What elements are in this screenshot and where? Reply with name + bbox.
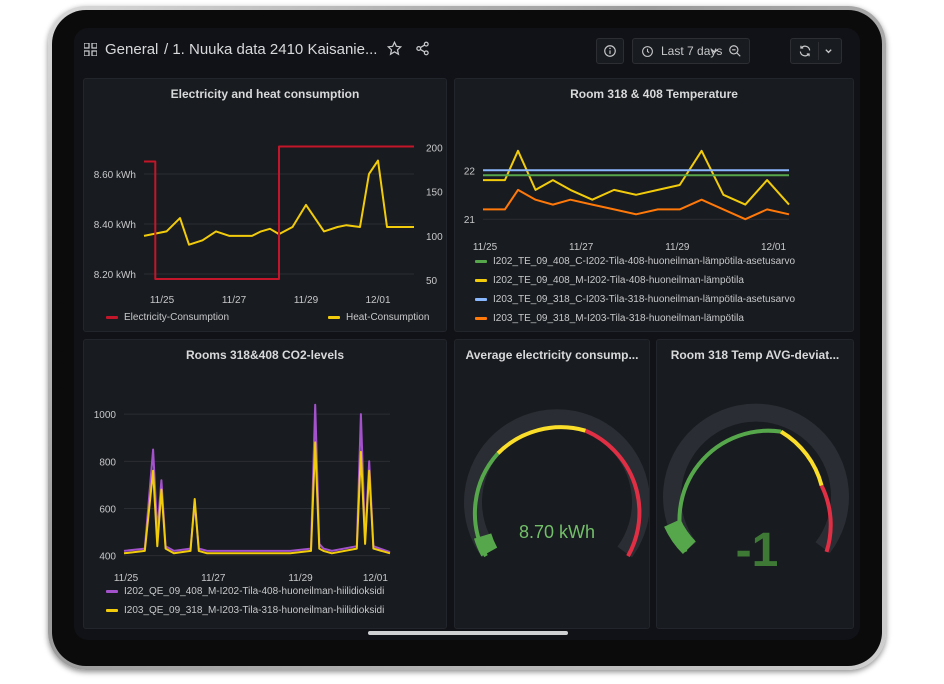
panel-room-temperature[interactable]: Room 318 & 408 Temperature 21 22 11/25 11/2… — [454, 78, 854, 332]
x-tick-label: 11/25 — [150, 295, 175, 306]
y-tick-label: 21 — [464, 215, 476, 226]
legend-label: I203_TE_09_318_M-I203-Tila-318-huoneilma… — [493, 313, 744, 324]
average-electricity-gauge: 8.70 kWh — [464, 409, 649, 558]
panel-electricity-heat[interactable]: Electricity and heat consumption 8.20 kW… — [83, 78, 447, 332]
panel-average-electricity[interactable]: Average electricity consump... 8.70 kWh — [454, 339, 650, 629]
star-icon[interactable] — [387, 41, 402, 56]
y-tick-label: 8.20 kWh — [94, 270, 136, 281]
legend-item[interactable]: I203_QE_09_318_M-I203-Tila-318-huoneilma… — [106, 605, 384, 616]
temperature-chart: 21 22 11/25 11/27 11/29 12/01 — [464, 149, 790, 253]
zoom-out-icon[interactable] — [728, 44, 742, 58]
panel-temp-deviation[interactable]: Room 318 Temp AVG-deviat... -1 — [656, 339, 854, 629]
legend-swatch — [106, 316, 118, 319]
legend-swatch — [475, 317, 487, 320]
legend-swatch — [475, 260, 487, 263]
temp-deviation-gauge: -1 — [663, 403, 849, 577]
legend-item[interactable]: I203_TE_09_318_C-I203-Tila-318-huoneilma… — [475, 294, 795, 305]
y-tick-label: 8.60 kWh — [94, 170, 136, 181]
info-button[interactable] — [596, 38, 624, 64]
legend-label: I202_TE_09_408_C-I202-Tila-408-huoneilma… — [493, 256, 796, 267]
refresh-button[interactable] — [790, 38, 842, 64]
legend-item[interactable]: I202_QE_09_408_M-I202-Tila-408-huoneilma… — [106, 586, 384, 597]
y-tick-label: 8.40 kWh — [94, 220, 136, 231]
home-indicator — [368, 631, 568, 635]
legend-label: I202_TE_09_408_M-I202-Tila-408-huoneilma… — [493, 275, 744, 286]
legend-item[interactable]: I202_TE_09_408_M-I202-Tila-408-huoneilma… — [475, 275, 744, 286]
info-icon — [604, 45, 616, 57]
legend-item[interactable]: I202_TE_09_408_C-I202-Tila-408-huoneilma… — [475, 256, 795, 267]
chevron-down-icon — [711, 49, 718, 54]
legend-label: Heat-Consumption — [346, 312, 430, 323]
series-line — [123, 403, 391, 554]
share-icon[interactable] — [415, 41, 430, 56]
legend-swatch — [106, 590, 118, 593]
tablet-side-button — [56, 350, 62, 364]
legend-swatch — [475, 279, 487, 282]
time-range-picker[interactable]: Last 7 days — [632, 38, 750, 64]
gauge-value: -1 — [736, 524, 779, 577]
x-tick-label: 11/27 — [569, 242, 594, 253]
tablet-side-button — [56, 290, 62, 304]
dashboard-header: General / 1. Nuuka data 2410 Kaisanie... — [74, 28, 860, 74]
x-tick-label: 11/29 — [665, 242, 690, 253]
breadcrumb-home[interactable]: General — [105, 41, 159, 58]
x-tick-label: 11/29 — [294, 295, 319, 306]
y2-tick-label: 50 — [426, 276, 438, 287]
dashboard-title[interactable]: / 1. Nuuka data 2410 Kaisanie... — [164, 41, 378, 58]
x-tick-label: 11/27 — [201, 573, 226, 584]
x-tick-label: 11/25 — [114, 573, 139, 584]
panel-co2-levels[interactable]: Rooms 318&408 CO2-levels 400 600 800 1000 11… — [83, 339, 447, 629]
y-tick-label: 800 — [99, 457, 116, 468]
legend-label: I203_TE_09_318_C-I203-Tila-318-huoneilma… — [493, 294, 796, 305]
x-tick-label: 12/01 — [761, 242, 786, 253]
x-tick-label: 11/29 — [288, 573, 313, 584]
legend-label: I202_QE_09_408_M-I202-Tila-408-huoneilma… — [124, 586, 385, 597]
y-tick-label: 22 — [464, 166, 476, 177]
x-tick-label: 11/27 — [222, 295, 247, 306]
legend-swatch — [475, 298, 487, 301]
dashboard-screen: General / 1. Nuuka data 2410 Kaisanie... — [74, 28, 860, 640]
y2-tick-label: 200 — [426, 143, 443, 154]
co2-chart: 400 600 800 1000 11/25 11/27 11/29 12/01 — [94, 403, 391, 584]
tablet-side-button — [56, 375, 62, 389]
legend-label: Electricity-Consumption — [124, 312, 230, 323]
clock-icon — [642, 45, 653, 57]
gauge-value: 8.70 kWh — [519, 522, 595, 542]
y2-tick-label: 150 — [426, 188, 443, 199]
y2-tick-label: 100 — [426, 232, 443, 243]
legend-swatch — [106, 609, 118, 612]
y-tick-label: 400 — [99, 552, 116, 563]
series-line — [123, 441, 391, 555]
legend-item[interactable]: I203_TE_09_318_M-I203-Tila-318-huoneilma… — [475, 313, 744, 324]
legend-item[interactable]: Heat-Consumption — [328, 312, 429, 323]
y-tick-label: 600 — [99, 504, 116, 515]
refresh-interval-chevron-icon[interactable] — [824, 47, 833, 56]
time-range-label: Last 7 days — [661, 44, 723, 58]
series-line — [483, 188, 790, 221]
refresh-icon — [799, 45, 811, 57]
legend-label: I203_QE_09_318_M-I203-Tila-318-huoneilma… — [124, 605, 385, 616]
apps-grid-icon[interactable] — [84, 43, 97, 56]
legend-item[interactable]: Electricity-Consumption — [106, 312, 229, 323]
y-tick-label: 1000 — [94, 410, 117, 421]
series-line — [144, 145, 414, 280]
x-tick-label: 12/01 — [363, 573, 388, 584]
x-tick-label: 11/25 — [473, 242, 498, 253]
legend-swatch — [328, 316, 340, 319]
electricity-heat-chart: 8.20 kWh 8.40 kWh 8.60 kWh 50 100 150 200 11/25… — [94, 143, 443, 306]
x-tick-label: 12/01 — [365, 295, 390, 306]
